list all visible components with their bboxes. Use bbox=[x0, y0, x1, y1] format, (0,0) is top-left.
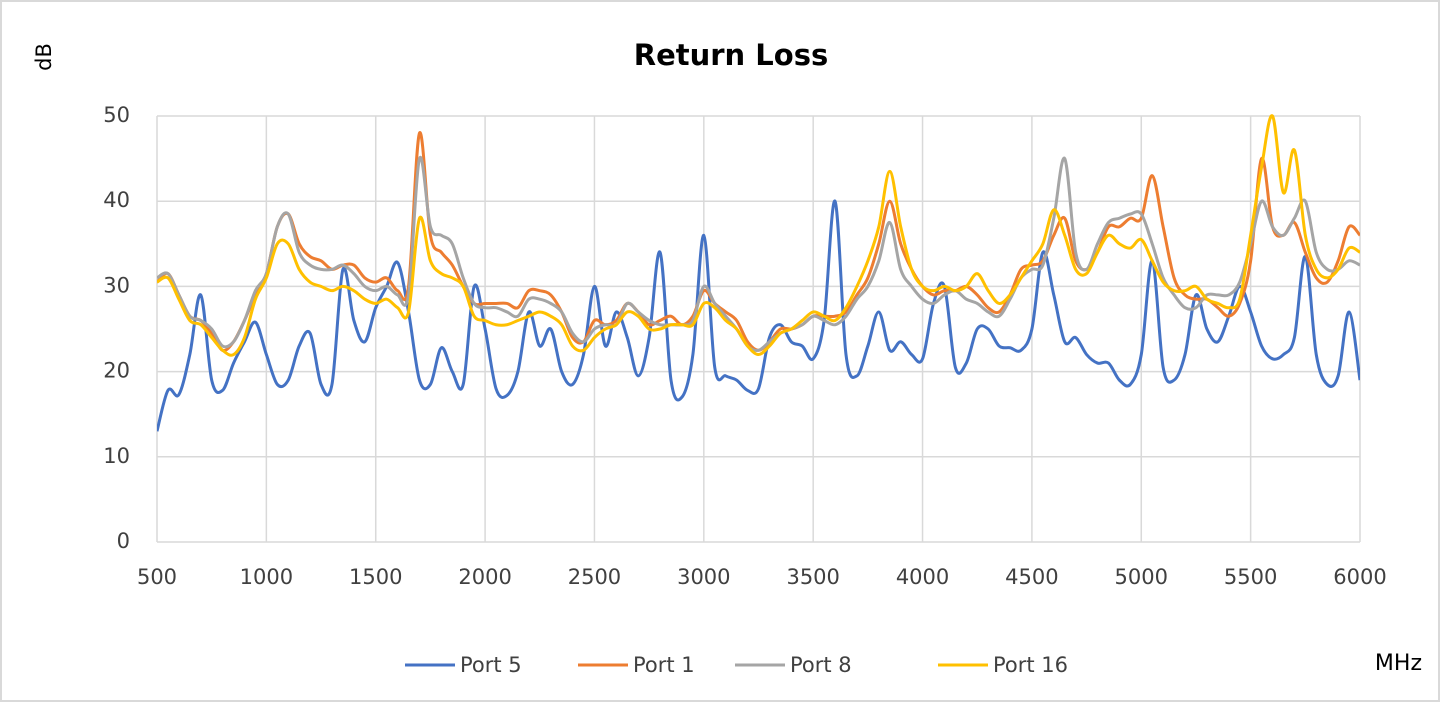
legend-label: Port 5 bbox=[460, 653, 522, 677]
y-tick-label: 40 bbox=[103, 188, 130, 212]
x-tick-label: 4500 bbox=[1005, 565, 1058, 589]
x-tick-label: 4000 bbox=[896, 565, 949, 589]
data-line bbox=[157, 199, 1360, 432]
x-tick-label: 500 bbox=[137, 565, 177, 589]
y-tick-label: 20 bbox=[103, 359, 130, 383]
data-line bbox=[157, 155, 1360, 352]
y-tick-label: 30 bbox=[103, 273, 130, 297]
data-line bbox=[157, 114, 1360, 357]
x-tick-label: 2500 bbox=[568, 565, 621, 589]
chart-title: Return Loss bbox=[634, 38, 828, 72]
x-axis-label: MHz bbox=[1375, 651, 1422, 676]
y-tick-label: 50 bbox=[103, 103, 130, 127]
legend-label: Port 1 bbox=[633, 653, 695, 677]
y-axis-label: dB bbox=[32, 43, 56, 71]
x-tick-label: 3000 bbox=[677, 565, 730, 589]
legend-label: Port 16 bbox=[993, 653, 1068, 677]
y-tick-label: 0 bbox=[117, 529, 130, 553]
x-tick-label: 1000 bbox=[240, 565, 293, 589]
legend-label: Port 8 bbox=[790, 653, 852, 677]
x-tick-label: 3500 bbox=[786, 565, 839, 589]
x-tick-label: 5500 bbox=[1224, 565, 1277, 589]
x-tick-label: 1500 bbox=[349, 565, 402, 589]
x-tick-label: 6000 bbox=[1333, 565, 1386, 589]
x-tick-label: 5000 bbox=[1115, 565, 1168, 589]
y-tick-label: 10 bbox=[103, 444, 130, 468]
x-tick-label: 2000 bbox=[458, 565, 511, 589]
